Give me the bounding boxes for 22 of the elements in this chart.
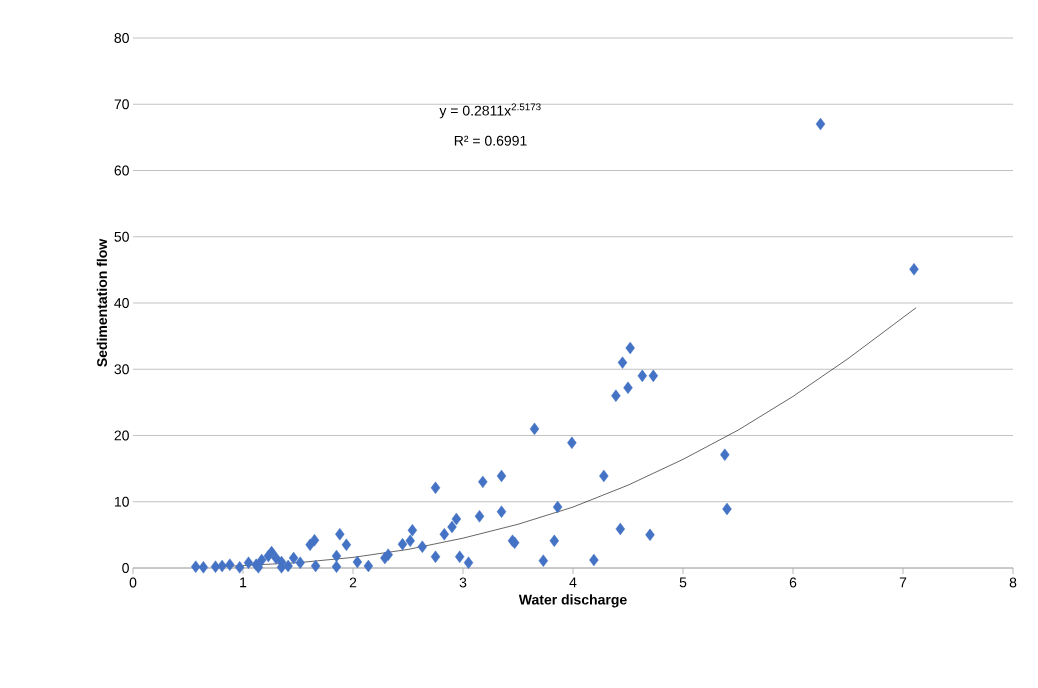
y-tick-label: 40 [114, 298, 129, 308]
y-tick-label: 30 [114, 364, 129, 375]
x-tick-label: 5 [679, 577, 687, 588]
y-tick-label: 20 [114, 430, 129, 441]
y-tick-label: 80 [114, 33, 129, 43]
x-tick-label: 2 [349, 577, 357, 588]
y-tick-label: 70 [114, 99, 129, 110]
x-tick-label: 8 [1009, 577, 1017, 588]
x-axis-title: Water discharge [518, 594, 627, 608]
annotation: y = 0.2811x$^{2.5173}$ [439, 103, 541, 119]
y-tick-label: 10 [114, 496, 129, 507]
y-axis-title: Sedimentation flow [96, 238, 108, 367]
y-tick-label: 0 [122, 563, 129, 573]
x-tick-label: 4 [569, 577, 577, 588]
y-tick-label: 60 [114, 165, 129, 176]
x-tick-label: 3 [459, 577, 467, 588]
x-tick-label: 6 [789, 577, 797, 588]
x-tick-label: 1 [240, 577, 247, 588]
y-tick-label: 50 [114, 231, 129, 242]
x-tick-label: 7 [899, 577, 907, 588]
x-tick-label: 0 [129, 577, 137, 588]
annotation: R² = 0.6991 [454, 135, 527, 146]
